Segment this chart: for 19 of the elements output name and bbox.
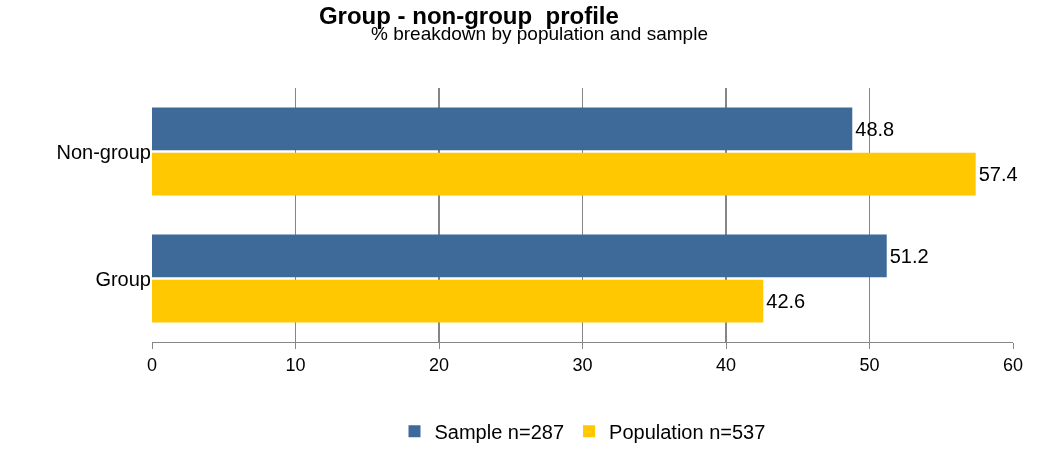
x-tick-label: 10 bbox=[285, 354, 306, 375]
bar bbox=[152, 152, 976, 196]
y-tick-label: Non-group bbox=[56, 140, 151, 163]
x-tick-label: 60 bbox=[1002, 354, 1024, 375]
bar bbox=[152, 279, 764, 323]
data-label: 42.6 bbox=[766, 290, 806, 313]
bar bbox=[152, 234, 887, 278]
x-tick-label: 50 bbox=[859, 354, 880, 375]
x-tick-label: 0 bbox=[146, 354, 158, 375]
data-label: 57.4 bbox=[978, 163, 1018, 186]
legend-label: Population n=537 bbox=[609, 421, 766, 444]
x-tick-label: 40 bbox=[715, 354, 737, 375]
data-label: 48.8 bbox=[855, 117, 895, 140]
data-label: 51.2 bbox=[889, 244, 929, 267]
y-tick-label: Group bbox=[95, 267, 151, 290]
x-tick-label: 20 bbox=[428, 354, 450, 375]
x-tick-label: 30 bbox=[572, 354, 593, 375]
legend-label: Sample n=287 bbox=[434, 421, 565, 444]
bar bbox=[152, 107, 853, 151]
